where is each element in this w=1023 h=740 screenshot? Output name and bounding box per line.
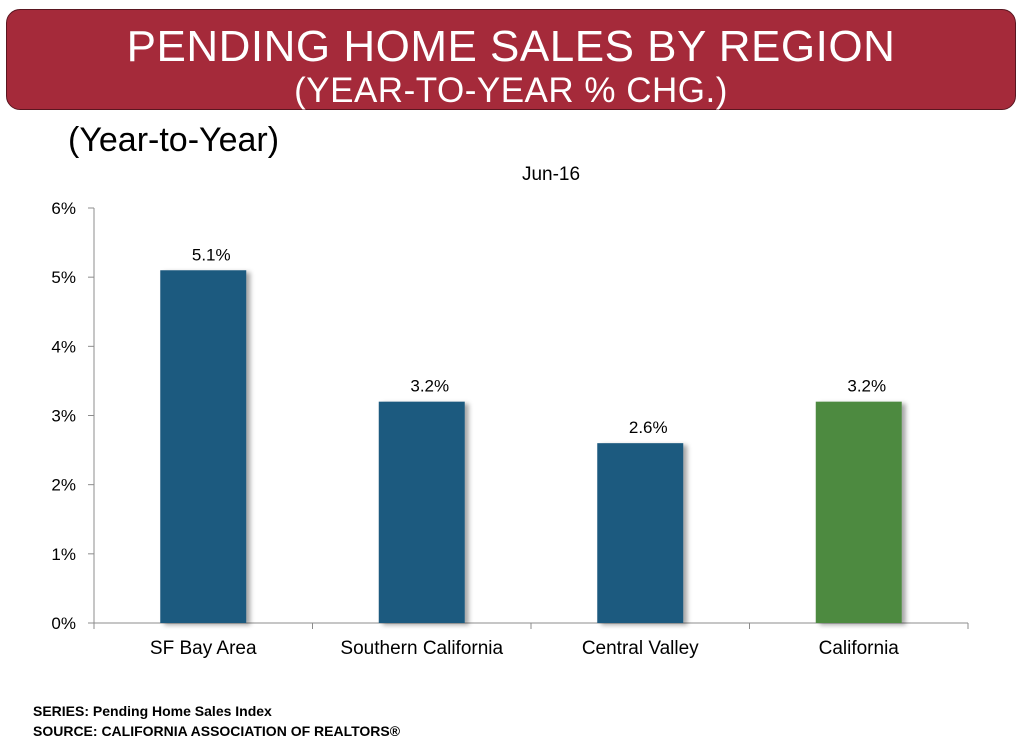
y-tick-label: 4% bbox=[51, 337, 76, 356]
y-tick-label: 2% bbox=[51, 476, 76, 495]
bar-value-label: 5.1% bbox=[192, 245, 231, 264]
y-tick-label: 5% bbox=[51, 268, 76, 287]
x-category-label: Southern California bbox=[340, 638, 503, 659]
y-tick-label: 1% bbox=[51, 545, 76, 564]
title-line-2: (YEAR-TO-YEAR % CHG.) bbox=[294, 71, 728, 110]
bar-value-label: 2.6% bbox=[629, 418, 668, 437]
x-category-label: California bbox=[819, 638, 900, 659]
bar-southern-california bbox=[378, 401, 465, 623]
source-note: SOURCE: CALIFORNIA ASSOCIATION OF REALTO… bbox=[33, 723, 401, 739]
bar-value-label: 3.2% bbox=[410, 377, 449, 396]
y-tick-label: 6% bbox=[51, 199, 76, 218]
title-line-1: PENDING HOME SALES BY REGION bbox=[126, 22, 896, 71]
bar-central-valley bbox=[597, 443, 684, 623]
x-category-label: Central Valley bbox=[582, 638, 699, 659]
y-tick-label: 0% bbox=[51, 614, 76, 633]
series-note: SERIES: Pending Home Sales Index bbox=[33, 703, 272, 719]
bar-chart: Jun-16 0% 1% 2% 3% 4% 5% 6% 5.1% SF Bay Area 3.2% S… bbox=[51, 164, 969, 659]
chart-title: Jun-16 bbox=[522, 164, 580, 185]
title-banner: PENDING HOME SALES BY REGION (YEAR-TO-YE… bbox=[6, 9, 1016, 110]
bar-california bbox=[815, 401, 902, 623]
subheading: (Year-to-Year) bbox=[68, 121, 280, 159]
bar-value-label: 3.2% bbox=[847, 377, 886, 396]
bar-sf-bay-area bbox=[160, 270, 247, 623]
x-category-label: SF Bay Area bbox=[150, 638, 257, 659]
y-tick-label: 3% bbox=[51, 407, 76, 426]
